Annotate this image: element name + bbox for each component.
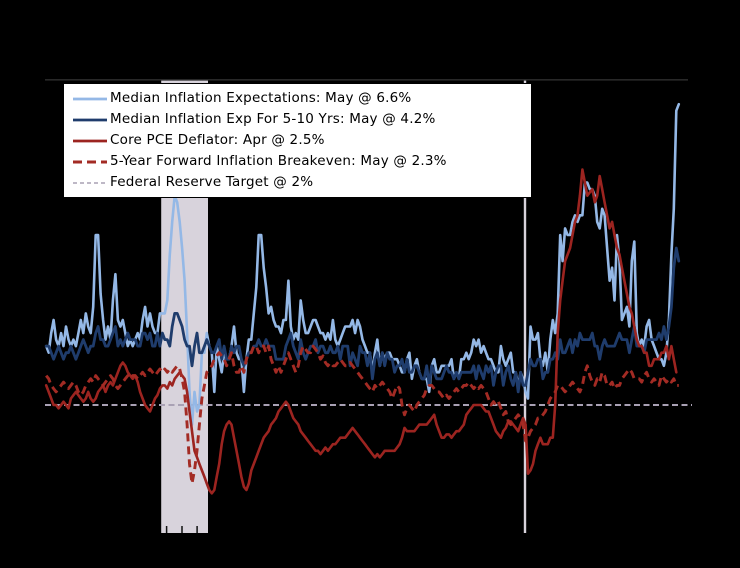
legend-label: 5-Year Forward Inflation Breakeven: May … — [110, 153, 447, 169]
line-sample-icon — [73, 95, 107, 103]
legend-label: Core PCE Deflator: Apr @ 2.5% — [110, 132, 325, 148]
legend-label: Median Inflation Expectations: May @ 6.6… — [110, 90, 412, 106]
legend-item-median-inflation-expectations: Median Inflation Expectations: May @ 6.6… — [73, 88, 525, 109]
dashed-line-sample-icon — [73, 158, 107, 166]
legend-item-median-inflation-exp-5-10yrs: Median Inflation Exp For 5-10 Yrs: May @… — [73, 109, 525, 130]
legend-item-federal-reserve-target: Federal Reserve Target @ 2% — [73, 172, 525, 193]
series-line-2 — [44, 168, 678, 495]
line-sample-icon — [73, 116, 107, 124]
series-line-3 — [45, 344, 679, 485]
legend-label: Median Inflation Exp For 5-10 Yrs: May @… — [110, 111, 436, 127]
legend: Median Inflation Expectations: May @ 6.6… — [63, 83, 532, 198]
series-line-0 — [44, 102, 681, 426]
recession-band — [523, 79, 527, 533]
dashed-line-sample-icon — [73, 179, 107, 187]
legend-item-5yr-forward-breakeven: 5-Year Forward Inflation Breakeven: May … — [73, 151, 525, 172]
legend-item-core-pce-deflator: Core PCE Deflator: Apr @ 2.5% — [73, 130, 525, 151]
series-line-1 — [44, 246, 681, 394]
line-sample-icon — [73, 137, 107, 145]
legend-label: Federal Reserve Target @ 2% — [110, 174, 314, 190]
